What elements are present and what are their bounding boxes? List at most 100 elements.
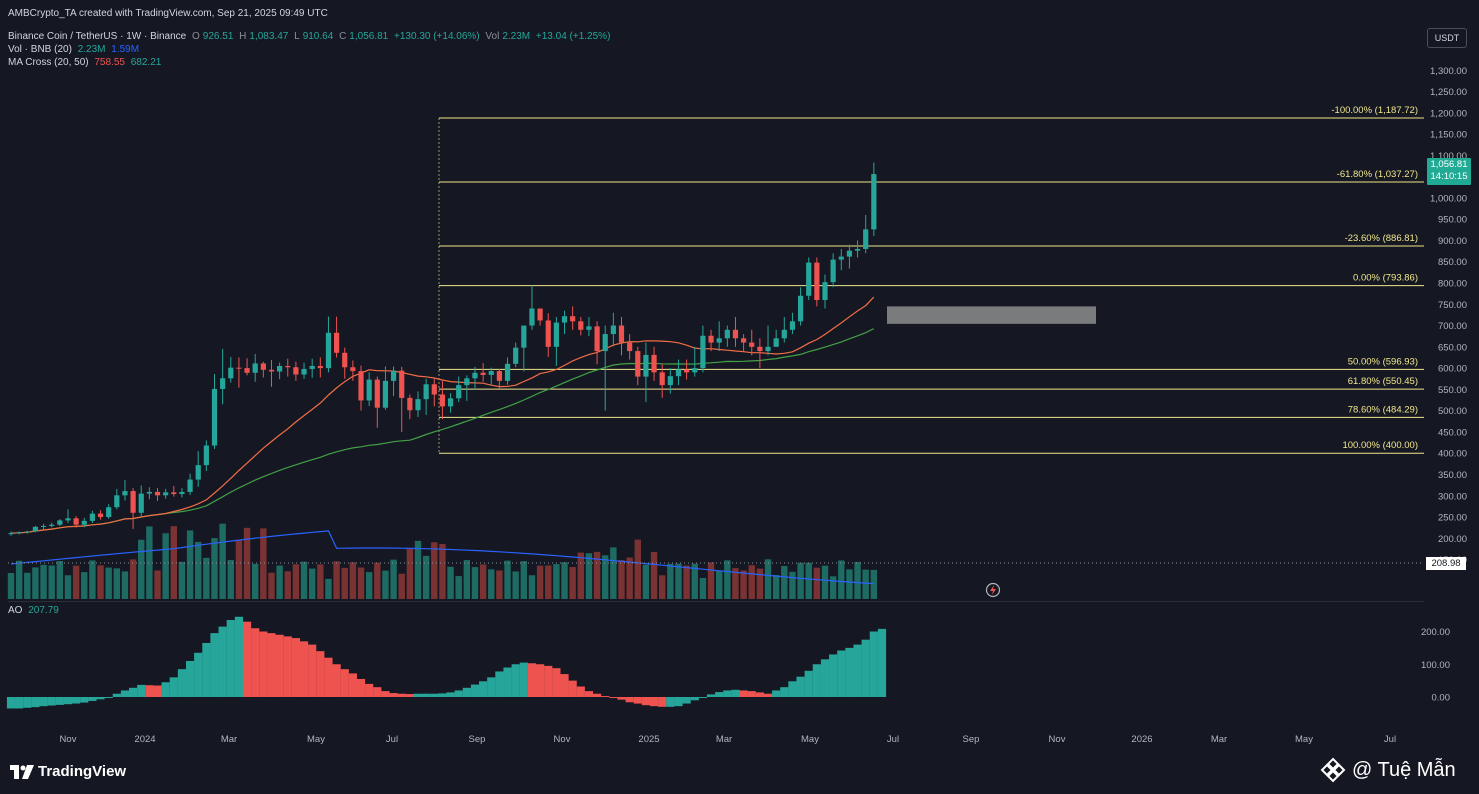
- pane-divider[interactable]: [8, 601, 1424, 602]
- ao-bar: [242, 621, 252, 697]
- candle-body: [40, 525, 47, 527]
- candle-body: [594, 326, 600, 352]
- volume-bar: [398, 573, 405, 599]
- volume-bar: [545, 565, 552, 599]
- price-tick-label: 600.00: [1438, 364, 1467, 375]
- volume-bar: [772, 575, 780, 599]
- volume-line: [8, 562, 1424, 598]
- binance-diamond-icon: [1320, 757, 1346, 783]
- candle-body: [480, 372, 486, 375]
- candle: [439, 380, 446, 420]
- candle: [749, 329, 755, 356]
- ohlc-open: 926.51: [202, 31, 234, 42]
- candle: [627, 334, 633, 360]
- symbol-name[interactable]: Binance Coin / TetherUS · 1W · Binance: [8, 31, 187, 42]
- candle: [684, 359, 690, 380]
- volume-bar: [178, 561, 186, 599]
- candle-body: [325, 332, 332, 369]
- ao-bar: [690, 697, 699, 701]
- candle: [268, 360, 275, 387]
- volume-bar: [797, 562, 804, 599]
- volume-bar: [243, 527, 251, 599]
- volume-bar: [64, 575, 72, 599]
- ao-bar: [438, 693, 447, 697]
- volume-bar: [683, 565, 690, 599]
- candle-body: [513, 347, 519, 364]
- volume-bar: [162, 533, 169, 599]
- volume-bar: [610, 547, 617, 599]
- price-tick-label: 1,000.00: [1430, 193, 1467, 204]
- candle: [236, 357, 242, 388]
- volume-layer: [7, 523, 878, 599]
- ao-bar: [755, 692, 764, 697]
- ao-bar: [340, 669, 349, 697]
- volume-bar: [203, 557, 210, 599]
- candle: [57, 519, 63, 526]
- ao-bar: [837, 650, 846, 697]
- ma-cross-legend[interactable]: MA Cross (20, 50) 758.55 682.21: [8, 57, 164, 68]
- volume-bar: [463, 560, 471, 599]
- candle: [130, 488, 136, 529]
- ao-tick-label: 100.00: [1421, 660, 1450, 671]
- ao-bar: [609, 697, 618, 698]
- volume-bar: [602, 555, 609, 599]
- candle: [659, 363, 665, 398]
- time-tick-label: May: [1295, 734, 1313, 745]
- author-watermark: @ Tuệ Mẫn: [1320, 757, 1456, 783]
- ao-bar: [845, 647, 854, 697]
- volume-bar: [838, 560, 845, 599]
- volume-bar: [764, 559, 772, 599]
- ao-bar: [829, 654, 838, 697]
- candle-body: [692, 368, 698, 373]
- volume-bar: [40, 564, 47, 599]
- candle: [49, 522, 55, 528]
- volume-bar: [699, 577, 707, 599]
- candle-body: [399, 370, 405, 398]
- time-tick-label: Mar: [1211, 734, 1227, 745]
- volume-bar: [439, 543, 446, 599]
- candle: [757, 338, 763, 369]
- volume-bar: [186, 530, 194, 599]
- candle-body: [228, 367, 234, 379]
- candle-body: [464, 378, 470, 386]
- volume-bar: [846, 569, 853, 599]
- volume-legend[interactable]: Vol · BNB (20) 2.23M 1.59M: [8, 44, 142, 55]
- alert-badge-icon: [985, 582, 1001, 598]
- tradingview-logo[interactable]: TradingView: [10, 763, 126, 780]
- ma-fast-line: [10, 296, 875, 534]
- candle: [32, 525, 39, 533]
- volume-bar: [536, 565, 544, 599]
- candle-body: [220, 378, 226, 389]
- candle-body: [846, 250, 853, 257]
- candle: [643, 342, 649, 403]
- volume-bar: [789, 571, 796, 599]
- candles: [8, 162, 877, 536]
- candle: [350, 360, 356, 381]
- candle: [447, 393, 454, 413]
- volume-bar: [333, 561, 340, 599]
- ao-legend[interactable]: AO 207.79: [8, 605, 62, 616]
- candle-body: [822, 282, 828, 301]
- candle: [89, 510, 95, 523]
- currency-button[interactable]: USDT: [1427, 28, 1467, 48]
- candle: [594, 321, 600, 365]
- ao-bar: [462, 687, 471, 697]
- ao-bar: [739, 690, 748, 697]
- ao-bar: [413, 693, 423, 697]
- candle: [667, 368, 673, 394]
- volume-legend-label: Vol · BNB (20): [8, 44, 72, 55]
- ao-bar: [96, 697, 105, 700]
- candle: [545, 313, 551, 358]
- candle-body: [635, 351, 641, 377]
- volume-value: 2.23M: [77, 44, 106, 55]
- tradingview-brand: TradingView: [38, 763, 127, 780]
- ao-bar: [161, 682, 170, 697]
- time-tick-label: Jul: [887, 734, 899, 745]
- candle-body: [179, 491, 185, 495]
- candle-body: [382, 380, 389, 408]
- ao-bar: [47, 697, 56, 706]
- time-tick-label: Nov: [60, 734, 77, 745]
- candle: [529, 285, 535, 330]
